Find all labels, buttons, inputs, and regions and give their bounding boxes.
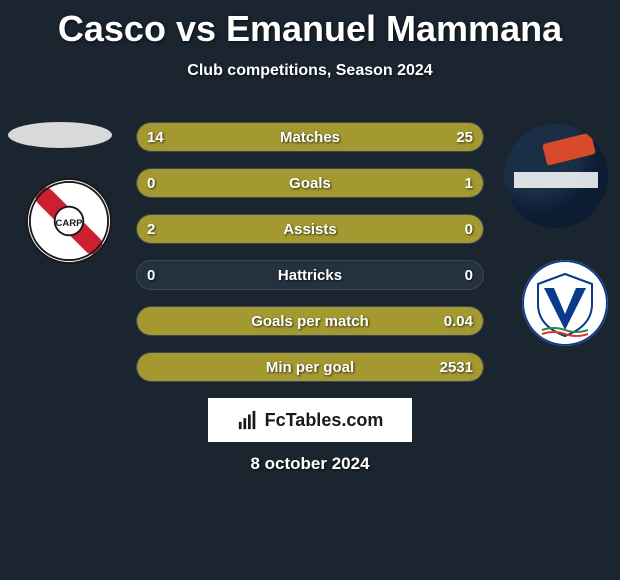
club-left-badge: CARP	[26, 178, 112, 264]
bar-row: 14 Matches 25	[136, 122, 484, 152]
bar-label: Matches	[137, 123, 483, 153]
bar-row: Min per goal 2531	[136, 352, 484, 382]
jersey-sponsor-text: 3VA Fra	[504, 170, 608, 186]
bar-right-value: 1	[465, 169, 473, 199]
bar-right-value: 0	[465, 215, 473, 245]
bar-row: 0 Goals 1	[136, 168, 484, 198]
player-left-photo	[8, 122, 112, 148]
club-right-badge	[522, 260, 608, 346]
velez-icon	[522, 260, 608, 346]
bar-row: Goals per match 0.04	[136, 306, 484, 336]
page-title: Casco vs Emanuel Mammana	[0, 0, 620, 50]
bar-label: Min per goal	[137, 353, 483, 383]
bar-label: Hattricks	[137, 261, 483, 291]
footer-attribution: FcTables.com	[208, 398, 412, 442]
bar-row: 0 Hattricks 0	[136, 260, 484, 290]
svg-text:CARP: CARP	[56, 218, 84, 229]
bar-right-value: 25	[456, 123, 473, 153]
bar-right-value: 0.04	[444, 307, 473, 337]
river-plate-icon: CARP	[28, 178, 110, 264]
bar-row: 2 Assists 0	[136, 214, 484, 244]
bar-label: Assists	[137, 215, 483, 245]
footer-label: FcTables.com	[265, 410, 384, 431]
bar-right-value: 2531	[440, 353, 473, 383]
bar-right-value: 0	[465, 261, 473, 291]
footer-date: 8 october 2024	[0, 454, 620, 474]
comparison-bars: 14 Matches 25 0 Goals 1 2 Assists 0 0 Ha…	[136, 122, 484, 398]
player-right-photo: 3VA Fra	[504, 124, 608, 228]
page-subtitle: Club competitions, Season 2024	[0, 62, 620, 80]
fctables-icon	[237, 409, 259, 431]
bar-label: Goals per match	[137, 307, 483, 337]
bar-label: Goals	[137, 169, 483, 199]
